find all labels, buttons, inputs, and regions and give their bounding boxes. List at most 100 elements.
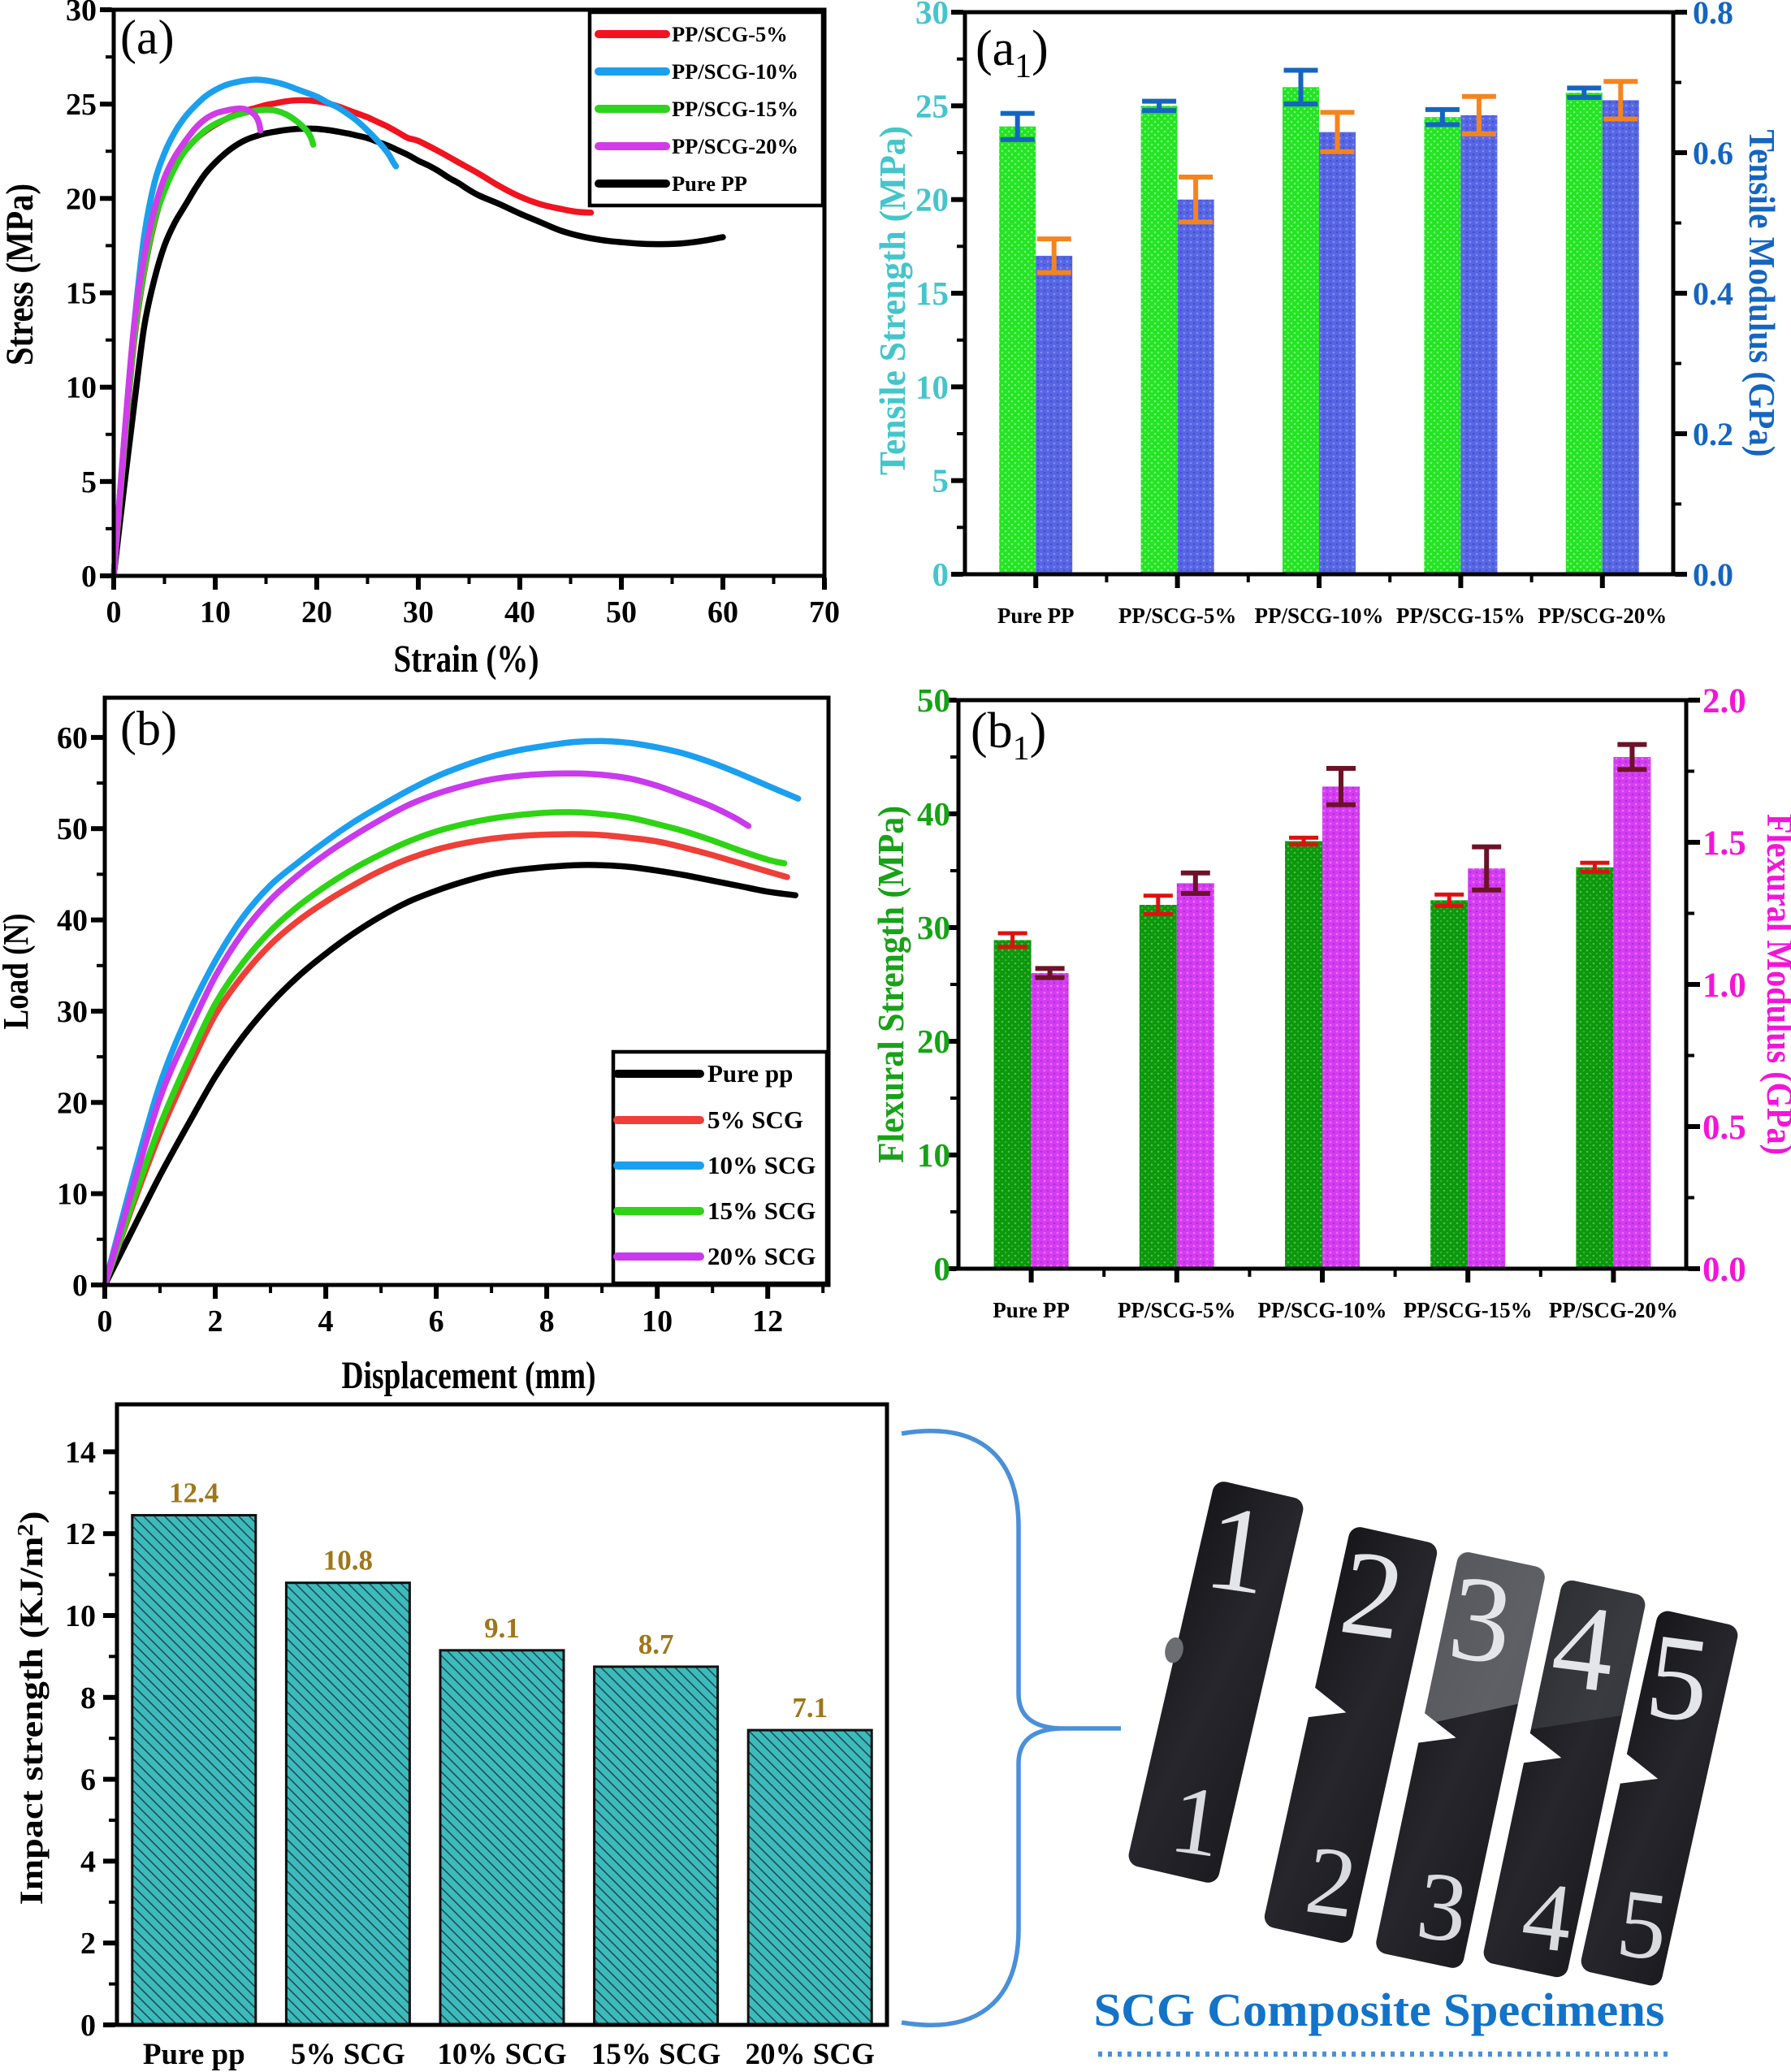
svg-text:12: 12 bbox=[65, 1517, 96, 1551]
svg-text:0.4: 0.4 bbox=[1693, 275, 1733, 312]
svg-text:60: 60 bbox=[707, 595, 738, 629]
svg-text:30: 30 bbox=[403, 595, 434, 629]
svg-text:5: 5 bbox=[81, 465, 97, 500]
svg-text:25: 25 bbox=[66, 88, 97, 122]
svg-text:1.5: 1.5 bbox=[1702, 824, 1746, 863]
svg-text:50: 50 bbox=[57, 812, 88, 846]
svg-text:40: 40 bbox=[57, 904, 88, 938]
svg-text:10: 10 bbox=[917, 1136, 950, 1174]
svg-text:40: 40 bbox=[917, 795, 950, 833]
svg-text:8.7: 8.7 bbox=[638, 1629, 674, 1660]
svg-text:30: 30 bbox=[66, 0, 97, 28]
svg-text:15% SCG: 15% SCG bbox=[707, 1196, 816, 1225]
svg-text:PP/SCG-20%: PP/SCG-20% bbox=[1549, 1298, 1678, 1322]
svg-text:4: 4 bbox=[318, 1304, 334, 1339]
svg-text:10: 10 bbox=[57, 1178, 88, 1212]
svg-text:SCG Composite Specimens: SCG Composite Specimens bbox=[1094, 1983, 1665, 2036]
svg-text:4: 4 bbox=[80, 1845, 96, 1879]
svg-text:PP/SCG-5%: PP/SCG-5% bbox=[1118, 1298, 1236, 1322]
svg-text:12.4: 12.4 bbox=[169, 1477, 218, 1509]
svg-text:2.0: 2.0 bbox=[1702, 682, 1746, 720]
svg-text:9.1: 9.1 bbox=[484, 1612, 520, 1644]
svg-text:6: 6 bbox=[80, 1763, 96, 1797]
svg-text:PP/SCG-20%: PP/SCG-20% bbox=[1538, 603, 1667, 628]
svg-text:20% SCG: 20% SCG bbox=[707, 1242, 816, 1270]
svg-text:10% SCG: 10% SCG bbox=[707, 1151, 816, 1179]
svg-text:PP/SCG-10%: PP/SCG-10% bbox=[1258, 1298, 1387, 1322]
svg-text:PP/SCG-5%: PP/SCG-5% bbox=[672, 22, 788, 46]
svg-text:PP/SCG-15%: PP/SCG-15% bbox=[1396, 603, 1525, 628]
svg-text:1.0: 1.0 bbox=[1702, 967, 1746, 1005]
svg-text:(a): (a) bbox=[120, 11, 175, 64]
svg-text:20: 20 bbox=[66, 182, 97, 216]
svg-text:Tensile Modulus (GPa): Tensile Modulus (GPa) bbox=[1741, 130, 1783, 457]
svg-text:0.6: 0.6 bbox=[1693, 135, 1733, 171]
svg-text:30: 30 bbox=[57, 995, 88, 1029]
svg-text:Pure PP: Pure PP bbox=[993, 1298, 1070, 1322]
svg-text:12: 12 bbox=[752, 1304, 783, 1339]
svg-text:10% SCG: 10% SCG bbox=[437, 2038, 566, 2071]
svg-text:0.2: 0.2 bbox=[1693, 416, 1733, 452]
svg-text:PP/SCG-10%: PP/SCG-10% bbox=[1255, 603, 1384, 628]
svg-text:Pure pp: Pure pp bbox=[707, 1059, 793, 1088]
svg-text:10.8: 10.8 bbox=[323, 1545, 373, 1577]
svg-text:2: 2 bbox=[80, 1927, 96, 1961]
svg-text:0: 0 bbox=[106, 595, 122, 629]
svg-text:5: 5 bbox=[932, 462, 950, 500]
svg-text:70: 70 bbox=[809, 595, 840, 629]
svg-text:Pure pp: Pure pp bbox=[143, 2038, 245, 2071]
svg-text:0: 0 bbox=[932, 556, 950, 593]
svg-text:10: 10 bbox=[200, 595, 231, 629]
svg-text:Stress (MPa): Stress (MPa) bbox=[0, 184, 41, 366]
svg-text:20: 20 bbox=[57, 1086, 88, 1120]
svg-text:25: 25 bbox=[915, 87, 949, 124]
svg-text:Displacement (mm): Displacement (mm) bbox=[342, 1354, 596, 1397]
svg-text:0: 0 bbox=[80, 2009, 96, 2043]
svg-text:0: 0 bbox=[81, 560, 97, 594]
svg-text:15% SCG: 15% SCG bbox=[591, 2038, 720, 2071]
svg-text:(b1): (b1) bbox=[971, 703, 1046, 768]
svg-text:0.8: 0.8 bbox=[1693, 0, 1733, 31]
svg-text:10: 10 bbox=[66, 371, 97, 405]
svg-text:30: 30 bbox=[917, 909, 950, 946]
svg-text:Tensile Strength (MPa): Tensile Strength (MPa) bbox=[872, 126, 913, 475]
svg-text:30: 30 bbox=[915, 0, 949, 31]
svg-text:15: 15 bbox=[66, 277, 97, 311]
svg-text:(b): (b) bbox=[120, 702, 177, 755]
svg-text:Flexural Modulus (GPa): Flexural Modulus (GPa) bbox=[1759, 814, 1791, 1155]
svg-text:Pure PP: Pure PP bbox=[672, 171, 747, 196]
svg-text:PP/SCG-20%: PP/SCG-20% bbox=[672, 134, 798, 158]
svg-text:5% SCG: 5% SCG bbox=[291, 2038, 405, 2071]
svg-text:2: 2 bbox=[208, 1304, 223, 1339]
svg-text:Flexural Strength (MPa): Flexural Strength (MPa) bbox=[870, 806, 911, 1163]
svg-text:20: 20 bbox=[917, 1023, 950, 1060]
svg-text:50: 50 bbox=[917, 681, 950, 719]
svg-text:20% SCG: 20% SCG bbox=[746, 2038, 875, 2071]
svg-text:0: 0 bbox=[72, 1269, 88, 1303]
svg-text:Strain (%): Strain (%) bbox=[394, 638, 539, 681]
svg-text:8: 8 bbox=[80, 1681, 96, 1715]
svg-text:0.5: 0.5 bbox=[1702, 1109, 1746, 1147]
svg-text:0.0: 0.0 bbox=[1702, 1251, 1746, 1289]
svg-text:10: 10 bbox=[642, 1304, 673, 1339]
svg-text:20: 20 bbox=[915, 181, 949, 218]
svg-text:PP/SCG-10%: PP/SCG-10% bbox=[672, 59, 798, 84]
svg-text:Load (N): Load (N) bbox=[0, 914, 36, 1030]
svg-text:0: 0 bbox=[97, 1304, 113, 1339]
svg-text:50: 50 bbox=[606, 595, 637, 629]
svg-text:10: 10 bbox=[915, 368, 949, 405]
svg-text:7.1: 7.1 bbox=[792, 1692, 828, 1724]
svg-text:14: 14 bbox=[65, 1435, 96, 1469]
svg-text:PP/SCG-5%: PP/SCG-5% bbox=[1118, 603, 1237, 628]
svg-text:40: 40 bbox=[504, 595, 535, 629]
svg-text:Pure PP: Pure PP bbox=[997, 603, 1075, 628]
svg-text:6: 6 bbox=[429, 1304, 444, 1339]
svg-text:Impact strength (KJ/m2): Impact strength (KJ/m2) bbox=[13, 1512, 50, 1905]
svg-text:PP/SCG-15%: PP/SCG-15% bbox=[1404, 1298, 1533, 1322]
svg-text:8: 8 bbox=[539, 1304, 555, 1339]
svg-text:20: 20 bbox=[301, 595, 332, 629]
svg-text:5% SCG: 5% SCG bbox=[707, 1105, 803, 1134]
svg-text:15: 15 bbox=[915, 275, 949, 312]
svg-text:(a1): (a1) bbox=[976, 21, 1049, 85]
svg-text:0.0: 0.0 bbox=[1693, 556, 1733, 593]
